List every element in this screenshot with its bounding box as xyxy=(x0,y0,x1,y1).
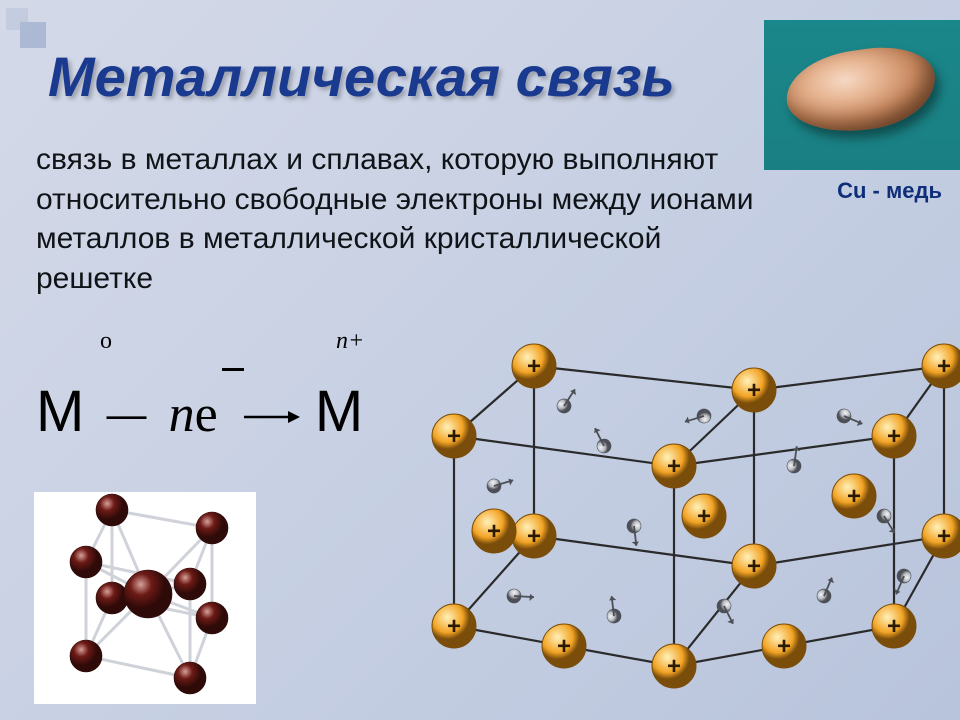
svg-text:+: + xyxy=(527,353,541,380)
page-title: Металлическая связь xyxy=(48,44,675,109)
formula-M1: M xyxy=(36,379,84,444)
svg-text:+: + xyxy=(747,553,761,580)
definition-text: связь в металлах и сплавах, которую выпо… xyxy=(36,140,756,298)
corner-decoration xyxy=(6,8,46,48)
svg-text:+: + xyxy=(937,353,951,380)
copper-nugget xyxy=(781,40,941,140)
svg-text:+: + xyxy=(667,453,681,480)
formula-arrow xyxy=(244,393,311,437)
formula-M2: M xyxy=(315,379,363,444)
electron-sea-diagram: +++++++++++++++++ xyxy=(404,346,944,706)
svg-text:+: + xyxy=(747,377,761,404)
svg-text:+: + xyxy=(777,633,791,660)
formula-dash: — xyxy=(106,393,146,437)
electron-bar xyxy=(222,368,244,371)
formula-n: n xyxy=(169,386,195,443)
svg-text:+: + xyxy=(447,613,461,640)
svg-text:+: + xyxy=(887,613,901,640)
formula-superscript-left: о xyxy=(100,328,112,355)
copper-photo xyxy=(764,20,960,170)
metallic-bond-formula: о n+ M — ne M xyxy=(36,328,386,468)
bcc-lattice-diagram xyxy=(40,496,250,706)
svg-text:+: + xyxy=(487,518,501,545)
formula-e: e xyxy=(195,386,218,443)
svg-text:+: + xyxy=(847,483,861,510)
svg-text:+: + xyxy=(527,523,541,550)
svg-text:+: + xyxy=(447,423,461,450)
svg-text:+: + xyxy=(937,523,951,550)
svg-text:+: + xyxy=(667,653,681,680)
svg-text:+: + xyxy=(887,423,901,450)
svg-text:+: + xyxy=(697,503,711,530)
svg-text:+: + xyxy=(557,633,571,660)
formula-superscript-right: n+ xyxy=(336,328,364,355)
copper-caption: Cu - медь xyxy=(837,178,942,204)
